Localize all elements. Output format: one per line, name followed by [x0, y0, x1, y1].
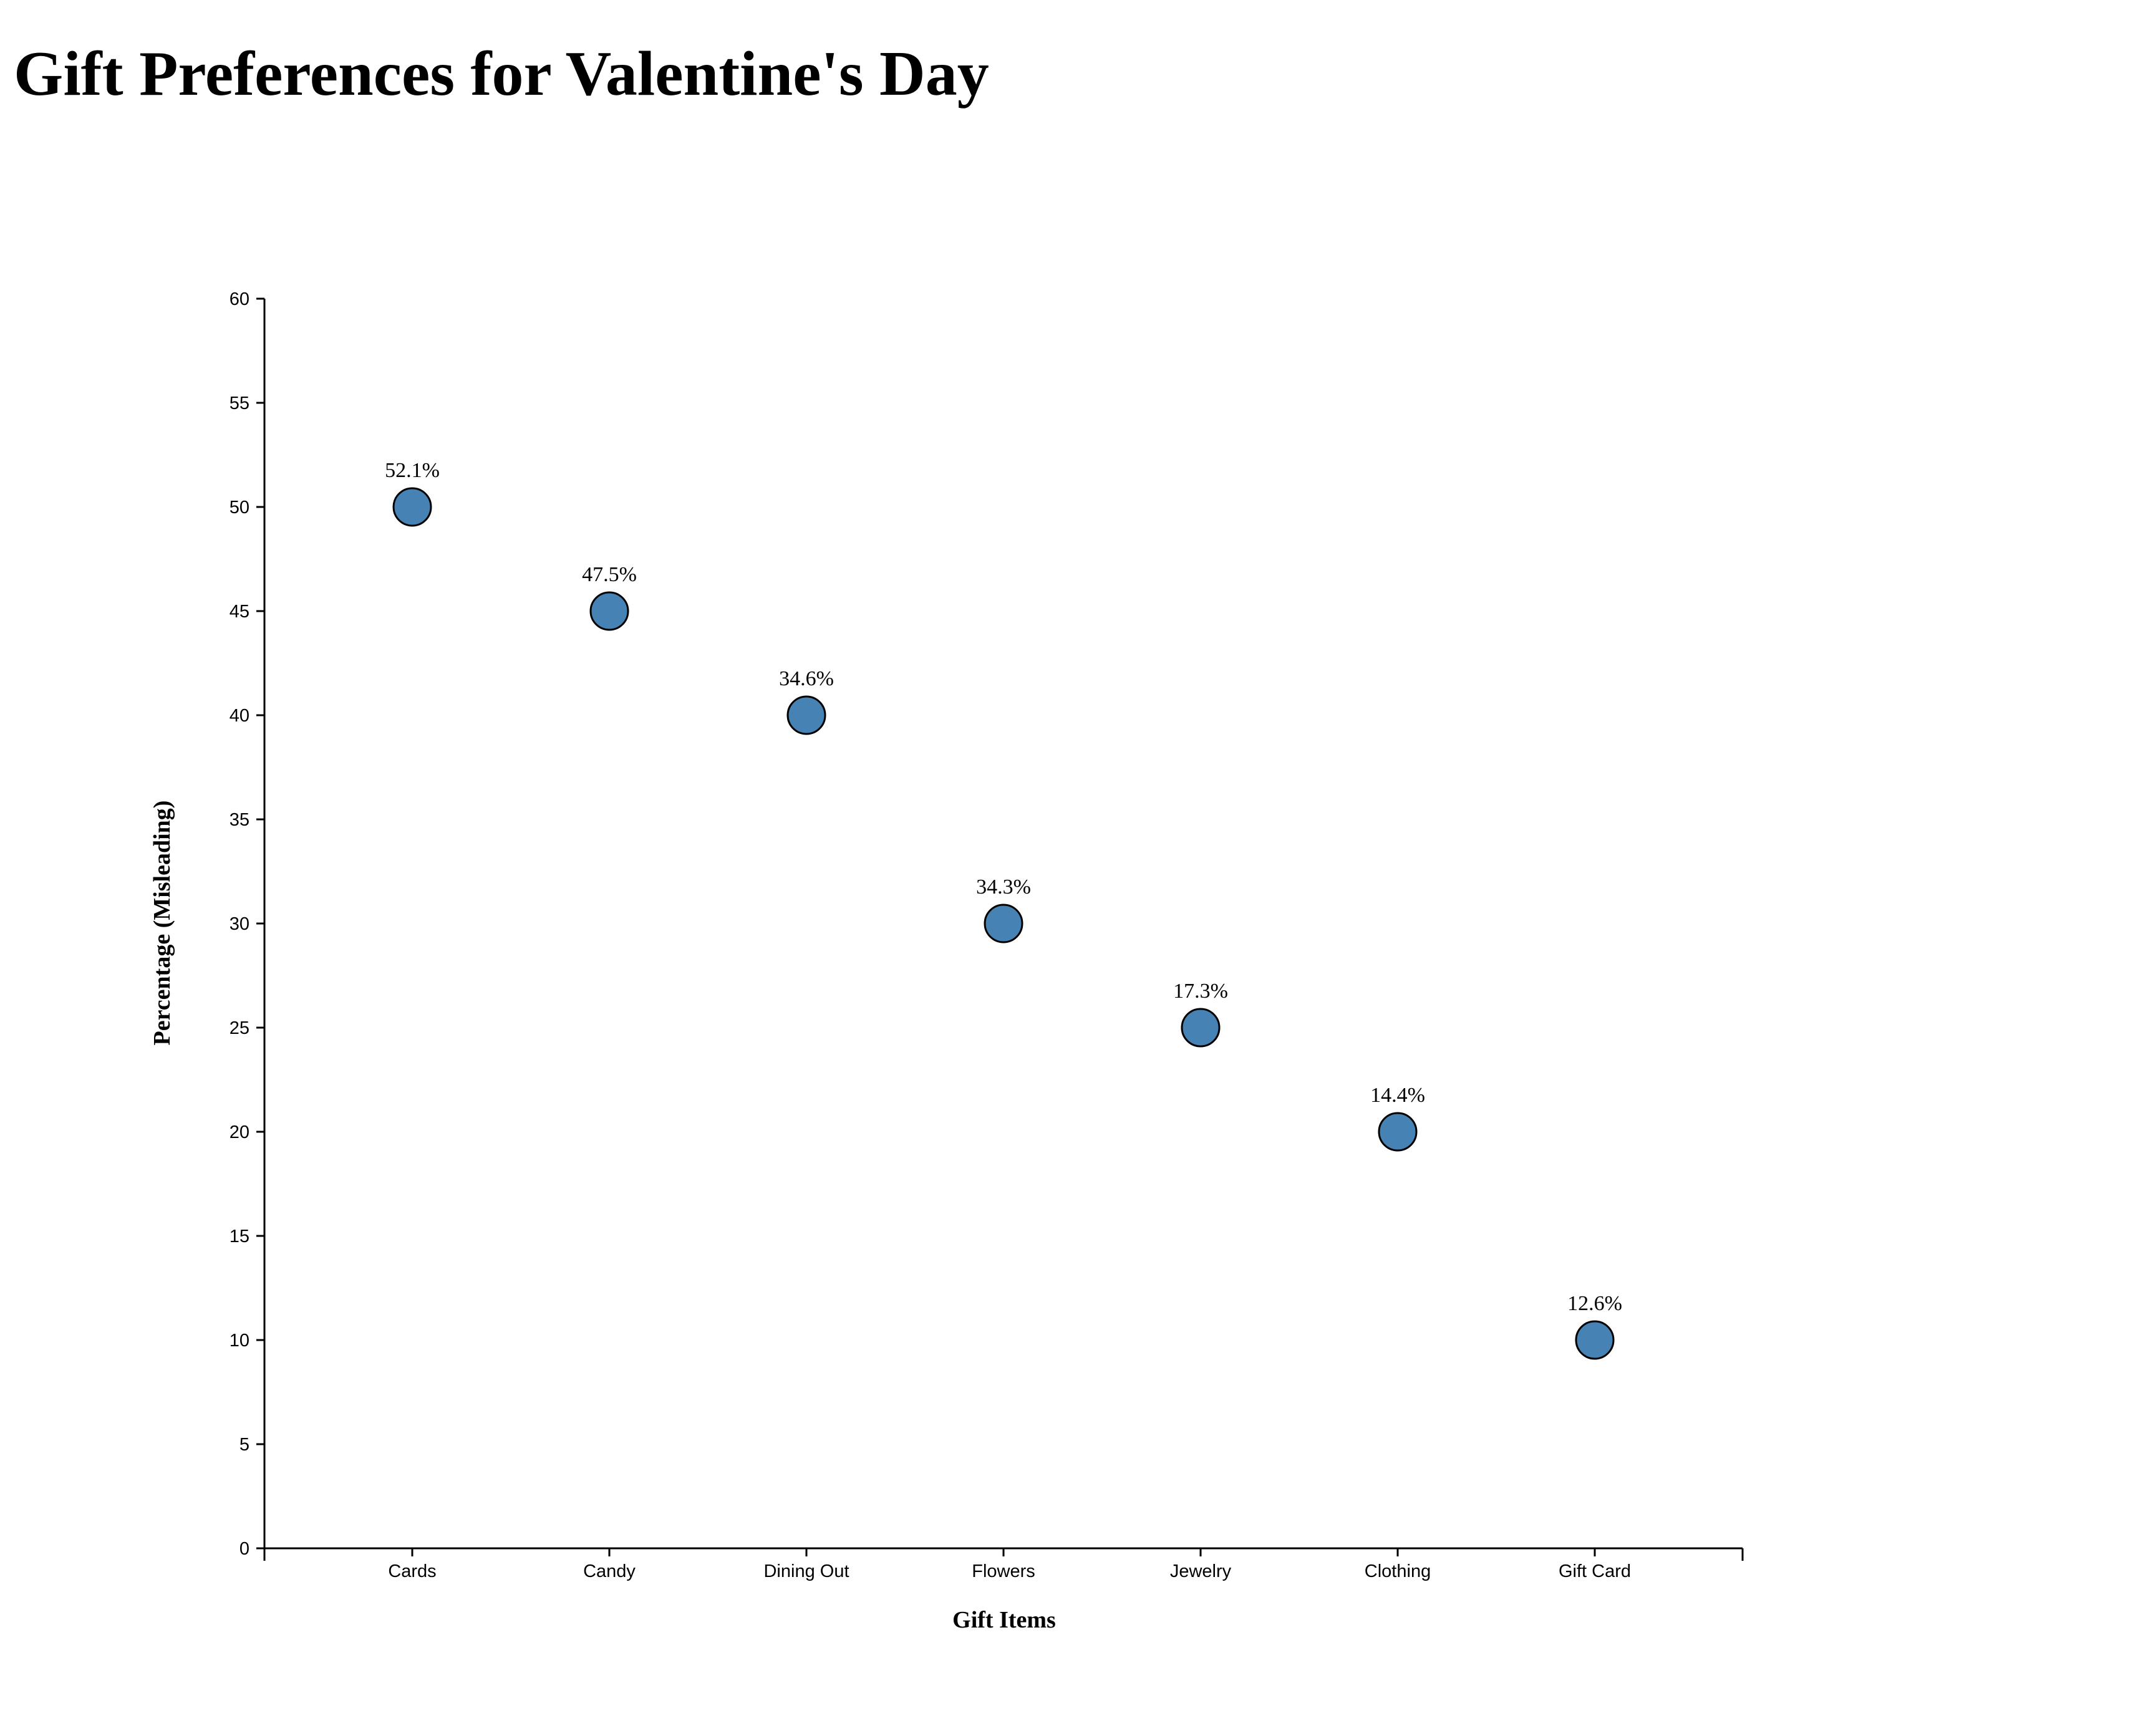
y-tick-label: 5 [239, 1435, 249, 1455]
y-tick-label: 0 [239, 1539, 249, 1559]
data-label: 34.6% [779, 667, 834, 690]
y-tick-label: 60 [230, 289, 249, 309]
data-point [392, 487, 432, 527]
data-point [589, 591, 629, 631]
x-tick-label: Flowers [972, 1561, 1035, 1581]
data-point [1181, 1008, 1221, 1048]
y-tick-label: 50 [230, 498, 249, 518]
y-axis-title: Percentage (Misleading) [149, 801, 175, 1046]
data-point [1378, 1112, 1418, 1152]
y-tick-label: 55 [230, 393, 249, 413]
y-tick-label: 20 [230, 1122, 249, 1142]
data-label: 17.3% [1173, 980, 1228, 1003]
data-point [984, 904, 1023, 943]
x-tick-label: Candy [583, 1561, 636, 1581]
data-label: 52.1% [385, 459, 440, 482]
x-tick-label: Jewelry [1170, 1561, 1232, 1581]
x-tick-label: Clothing [1365, 1561, 1431, 1581]
y-tick-label: 45 [230, 602, 249, 622]
data-label: 47.5% [582, 563, 637, 586]
y-tick-label: 30 [230, 914, 249, 934]
x-tick-label: Cards [388, 1561, 436, 1581]
x-tick-label: Gift Card [1559, 1561, 1631, 1581]
page-title: Gift Preferences for Valentine's Day [14, 39, 989, 109]
data-point [1575, 1320, 1615, 1360]
y-tick-label: 15 [230, 1227, 249, 1247]
x-axis: Cards Candy Dining Out Flowers Jewelry Clothi… [263, 1547, 1744, 1581]
data-label: 12.6% [1567, 1292, 1622, 1315]
data-label: 34.3% [976, 875, 1031, 899]
data-points [392, 487, 1615, 1360]
y-tick-label: 35 [230, 810, 249, 830]
y-tick-label: 25 [230, 1018, 249, 1038]
x-axis-title: Gift Items [952, 1607, 1056, 1633]
y-tick-label: 40 [230, 706, 249, 726]
data-labels: 52.1% 47.5% 34.6% 34.3% 17.3% 14.4% 12.6% [385, 459, 1622, 1315]
data-point [786, 695, 826, 735]
x-tick-label: Dining Out [763, 1561, 849, 1581]
y-tick-label: 10 [230, 1331, 249, 1351]
y-axis: 0 5 10 15 20 25 30 35 40 45 50 55 60 [230, 289, 266, 1559]
data-label: 14.4% [1370, 1084, 1425, 1107]
